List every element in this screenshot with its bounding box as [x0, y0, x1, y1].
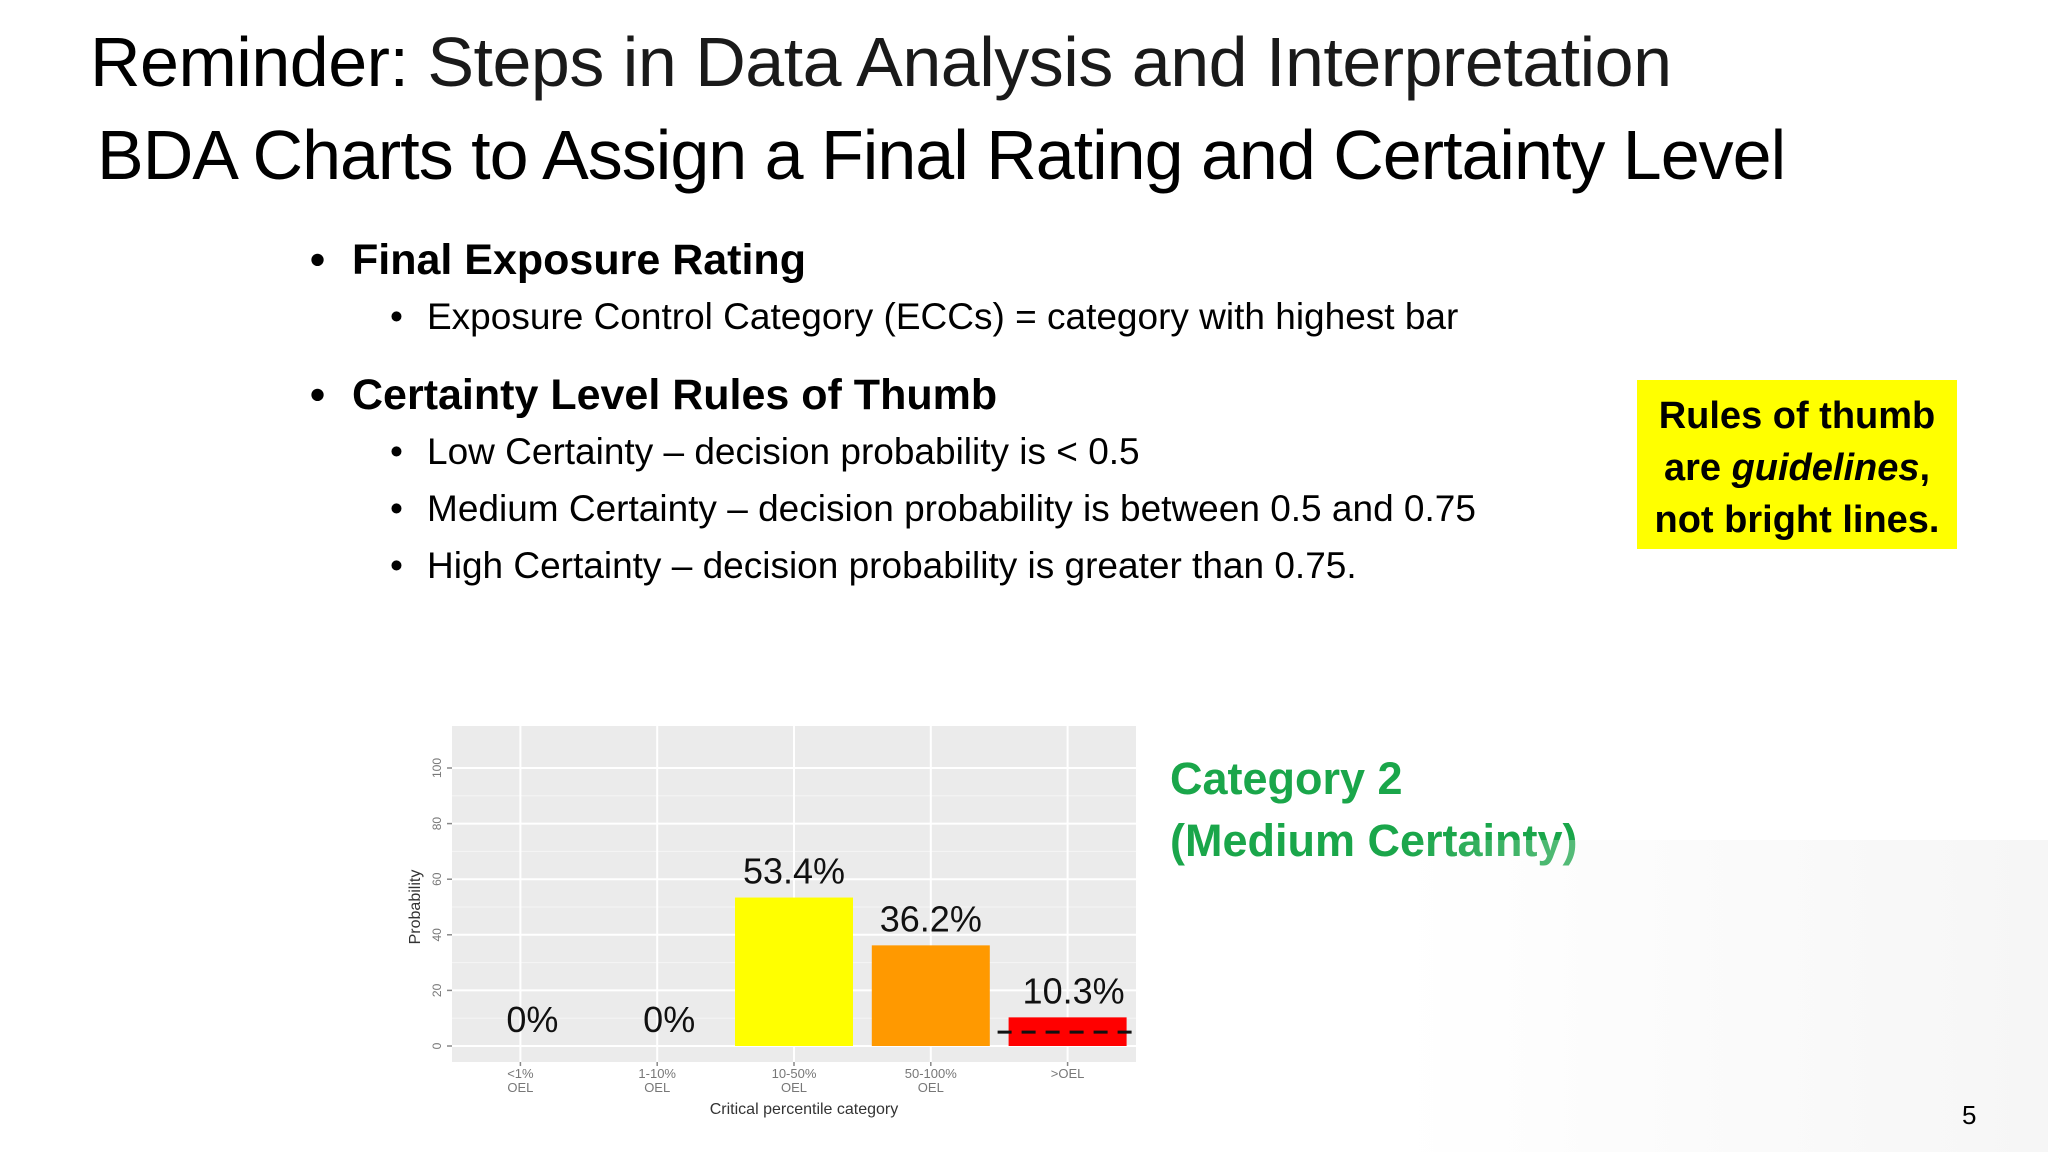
bullet-final-exposure-rating: Final Exposure Rating: [310, 232, 1610, 288]
title-rest: Steps in Data Analysis and Interpretatio…: [408, 23, 1672, 101]
bullet-certainty-rules: Certainty Level Rules of Thumb: [310, 367, 1610, 423]
x-tick-label: OEL: [644, 1080, 670, 1095]
x-tick-label: 10-50%: [772, 1066, 817, 1081]
data-label: 0%: [643, 999, 695, 1040]
data-label: 36.2%: [880, 898, 982, 939]
bullet-ecc: Exposure Control Category (ECCs) = categ…: [310, 288, 1610, 345]
callout-line-1: Rules of thumb: [1658, 395, 1936, 437]
y-tick-label: 80: [430, 817, 444, 831]
y-tick-label: 60: [430, 872, 444, 886]
x-tick-label: OEL: [507, 1080, 533, 1095]
x-tick-label: 1-10%: [638, 1066, 676, 1081]
page-title: BDA Charts to Assign a Final Rating and …: [97, 116, 1786, 194]
bar-3: [871, 945, 990, 1046]
title-line-1: Reminder: Steps in Data Analysis and Int…: [90, 22, 1672, 102]
data-label: 10.3%: [1023, 970, 1125, 1011]
bullet-list: Final Exposure Rating Exposure Control C…: [310, 232, 1610, 594]
data-label: 0%: [506, 999, 558, 1040]
y-tick-label: 20: [430, 983, 444, 997]
bar-2: [735, 897, 853, 1046]
result-line-1: Category 2: [1170, 753, 1403, 804]
y-axis-label: Probability: [407, 870, 424, 945]
data-label: 53.4%: [743, 851, 845, 892]
bullet-low-certainty: Low Certainty – decision probability is …: [310, 423, 1610, 480]
callout-line-2: are guidelines,: [1663, 447, 1931, 489]
title-bold-part: Reminder:: [90, 23, 409, 101]
callout-line-3: not bright lines.: [1654, 499, 1940, 541]
x-axis-label: Critical percentile category: [710, 1101, 899, 1118]
x-tick-label: >OEL: [1051, 1066, 1085, 1081]
x-tick-label: <1%: [507, 1066, 534, 1081]
y-tick-label: 40: [430, 928, 444, 942]
x-tick-label: 50-100%: [905, 1066, 957, 1081]
bullet-medium-certainty: Medium Certainty – decision probability …: [310, 480, 1610, 537]
rules-callout-box: Rules of thumb are guidelines, not brigh…: [1637, 380, 1957, 549]
bullet-high-certainty: High Certainty – decision probability is…: [310, 537, 1610, 594]
y-tick-label: 0: [430, 1042, 444, 1049]
page-number: 5: [1962, 1100, 1977, 1130]
background-fade: [1400, 840, 2048, 1152]
x-tick-label: OEL: [781, 1080, 807, 1095]
y-tick-label: 100: [430, 758, 444, 778]
x-tick-label: OEL: [918, 1080, 944, 1095]
